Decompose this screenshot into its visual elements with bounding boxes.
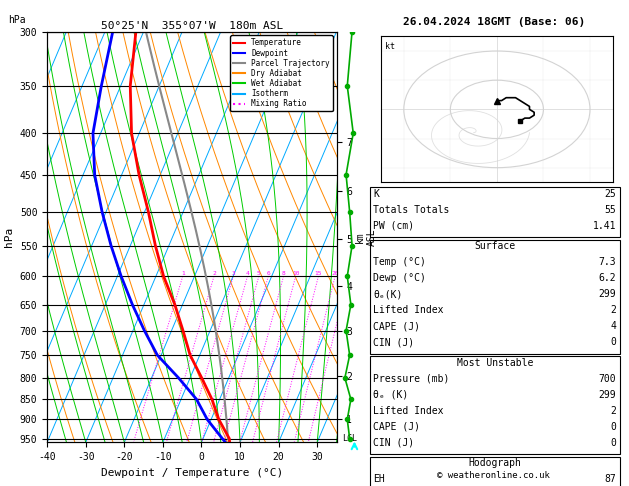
Text: © weatheronline.co.uk: © weatheronline.co.uk <box>437 471 550 480</box>
Text: 0: 0 <box>611 337 616 347</box>
Text: CAPE (J): CAPE (J) <box>373 321 420 331</box>
Text: Dewp (°C): Dewp (°C) <box>373 273 426 283</box>
Text: 25: 25 <box>604 189 616 199</box>
Text: 20: 20 <box>331 271 339 277</box>
Text: 6: 6 <box>266 271 270 277</box>
Text: CIN (J): CIN (J) <box>373 337 414 347</box>
Text: 2: 2 <box>212 271 216 277</box>
Y-axis label: hPa: hPa <box>4 227 14 247</box>
Text: 1: 1 <box>181 271 184 277</box>
Text: LCL: LCL <box>342 434 357 443</box>
Text: 6.2: 6.2 <box>599 273 616 283</box>
Text: Hodograph: Hodograph <box>468 458 521 469</box>
Text: 299: 299 <box>599 289 616 299</box>
Text: CAPE (J): CAPE (J) <box>373 422 420 432</box>
Title: 50°25'N  355°07'W  180m ASL: 50°25'N 355°07'W 180m ASL <box>101 21 283 31</box>
Text: EH: EH <box>373 474 385 485</box>
Text: Pressure (mb): Pressure (mb) <box>373 374 449 384</box>
Text: 1.41: 1.41 <box>593 221 616 231</box>
Legend: Temperature, Dewpoint, Parcel Trajectory, Dry Adiabat, Wet Adiabat, Isotherm, Mi: Temperature, Dewpoint, Parcel Trajectory… <box>230 35 333 111</box>
Text: 3: 3 <box>231 271 235 277</box>
Text: 26.04.2024 18GMT (Base: 06): 26.04.2024 18GMT (Base: 06) <box>403 17 585 27</box>
Text: 7.3: 7.3 <box>599 257 616 267</box>
Text: kt: kt <box>385 42 395 52</box>
Text: Lifted Index: Lifted Index <box>373 406 443 416</box>
Text: 700: 700 <box>599 374 616 384</box>
Text: Totals Totals: Totals Totals <box>373 205 449 215</box>
Text: 55: 55 <box>604 205 616 215</box>
X-axis label: Dewpoint / Temperature (°C): Dewpoint / Temperature (°C) <box>101 468 283 478</box>
Text: Lifted Index: Lifted Index <box>373 305 443 315</box>
Text: Most Unstable: Most Unstable <box>457 358 533 368</box>
Text: Temp (°C): Temp (°C) <box>373 257 426 267</box>
Text: 15: 15 <box>314 271 322 277</box>
Text: 0: 0 <box>611 438 616 448</box>
Text: 2: 2 <box>611 406 616 416</box>
Text: K: K <box>373 189 379 199</box>
Text: 299: 299 <box>599 390 616 400</box>
Text: 2: 2 <box>611 305 616 315</box>
Text: CIN (J): CIN (J) <box>373 438 414 448</box>
Text: hPa: hPa <box>8 16 26 25</box>
Text: θₑ (K): θₑ (K) <box>373 390 408 400</box>
Text: 10: 10 <box>292 271 299 277</box>
Text: 8: 8 <box>282 271 286 277</box>
Text: 4: 4 <box>611 321 616 331</box>
Text: 87: 87 <box>604 474 616 485</box>
Text: 5: 5 <box>257 271 260 277</box>
Y-axis label: km
ASL: km ASL <box>355 228 377 246</box>
Text: 4: 4 <box>245 271 249 277</box>
Text: PW (cm): PW (cm) <box>373 221 414 231</box>
Text: θₑ(K): θₑ(K) <box>373 289 403 299</box>
Text: 0: 0 <box>611 422 616 432</box>
Text: Surface: Surface <box>474 241 515 251</box>
